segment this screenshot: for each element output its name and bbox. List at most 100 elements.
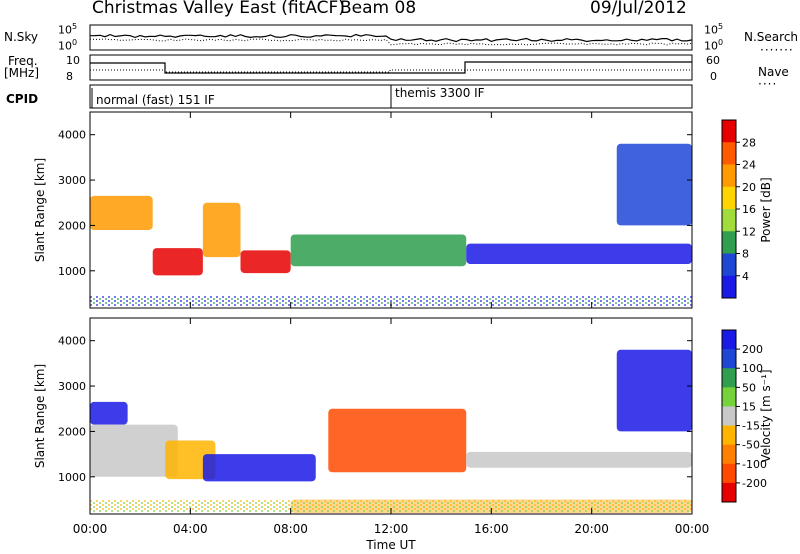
freq-tick-bottom: 8 bbox=[66, 70, 73, 83]
colorbar-tick-label-2: 20 bbox=[742, 181, 756, 194]
y-tick-label-3: 4000 bbox=[58, 335, 86, 348]
y-tick-label-0: 1000 bbox=[58, 471, 86, 484]
colorbar-segment-8 bbox=[722, 482, 736, 503]
velocity-ylabel: Slant Range [km] bbox=[33, 364, 47, 468]
velocity-echo-group bbox=[90, 349, 692, 514]
colorbar-tick-label-1: 100 bbox=[742, 362, 763, 375]
freq-strip-frame bbox=[89, 54, 693, 81]
sky-label: N.Sky bbox=[4, 30, 39, 44]
colorbar-tick-label-6: -100 bbox=[742, 458, 767, 471]
freq-unit: [MHz] bbox=[4, 66, 40, 80]
velocity-x-axis: 00:00 04:00 08:00 12:00 16:00 20:00 00:00 bbox=[73, 318, 710, 536]
sky-trace bbox=[89, 33, 693, 43]
echo-region-0 bbox=[90, 401, 128, 425]
echo-region-6 bbox=[616, 143, 692, 226]
x-tick-label-0: 00:00 bbox=[73, 522, 108, 536]
colorbar-segment-2 bbox=[722, 368, 736, 388]
sky-strip bbox=[89, 24, 693, 51]
power-panel: 1000 2000 3000 4000 bbox=[58, 111, 693, 309]
echo-region-5 bbox=[466, 451, 692, 468]
cpid-strip bbox=[89, 84, 693, 109]
power-colorbar: 28 24 20 16 12 8 4 bbox=[721, 119, 756, 299]
echo-region-6 bbox=[616, 349, 692, 432]
search-trace bbox=[89, 38, 693, 46]
colorbar-segment-5 bbox=[722, 231, 736, 254]
colorbar-segment-7 bbox=[722, 463, 736, 484]
echo-region-4 bbox=[290, 234, 467, 267]
colorbar-segment-6 bbox=[722, 253, 736, 277]
velocity-cbar-label: Velocity [m s⁻¹] bbox=[759, 369, 773, 462]
sky-tick-top-right: 105 bbox=[704, 22, 724, 37]
colorbar-segment-0 bbox=[722, 330, 736, 350]
x-tick-label-5: 20:00 bbox=[574, 522, 609, 536]
nave-label: Nave bbox=[758, 65, 789, 79]
colorbar-tick-label-1: 24 bbox=[742, 159, 756, 172]
x-tick-label-6: 00:00 bbox=[675, 522, 710, 536]
nave-trace bbox=[90, 69, 692, 73]
colorbar-segment-0 bbox=[722, 120, 736, 143]
colorbar-tick-label-3: 16 bbox=[742, 203, 756, 216]
power-x-axis bbox=[89, 112, 693, 308]
colorbar-tick-label-2: 50 bbox=[742, 381, 756, 394]
colorbar-segment-5 bbox=[722, 425, 736, 446]
echo-region-2 bbox=[202, 202, 241, 258]
colorbar-tick-label-4: 12 bbox=[742, 225, 756, 238]
freq-tick-top: 10 bbox=[66, 54, 80, 67]
colorbar-tick-label-5: 8 bbox=[742, 248, 749, 261]
power-panel-bg bbox=[90, 112, 692, 308]
echo-region-5 bbox=[466, 243, 692, 264]
colorbar-tick-label-7: -200 bbox=[742, 477, 767, 490]
echo-region-1 bbox=[90, 424, 178, 477]
colorbar-frame bbox=[721, 329, 737, 503]
y-tick-label-2: 3000 bbox=[58, 174, 86, 187]
colorbar-segment-1 bbox=[722, 142, 736, 165]
echo-region-0 bbox=[90, 195, 153, 230]
freq-trace bbox=[90, 61, 692, 74]
colorbar-segment-4 bbox=[722, 209, 736, 232]
echo-region-3 bbox=[202, 454, 316, 482]
x-axis-label: Time UT bbox=[365, 538, 416, 552]
sky-tick-top: 105 bbox=[58, 22, 78, 37]
colorbar-segment-7 bbox=[722, 275, 736, 299]
echo-region-3 bbox=[240, 250, 291, 274]
y-tick-label-2: 3000 bbox=[58, 380, 86, 393]
search-legend-dots: ······· bbox=[760, 43, 794, 57]
velocity-panel: 1000 2000 3000 4000 00:00 04:00 08:00 12:00 16:… bbox=[58, 317, 710, 536]
cpid-segment-2: themis 3300 IF bbox=[395, 86, 485, 100]
colorbar-tick-label-6: 4 bbox=[742, 270, 749, 283]
colorbar-segment-4 bbox=[722, 406, 736, 427]
colorbar-tick-label-3: 15 bbox=[742, 400, 756, 413]
power-cbar-label: Power [dB] bbox=[759, 177, 773, 242]
colorbar-tick-label-5: -50 bbox=[742, 439, 760, 452]
nave-tick-top: 60 bbox=[706, 54, 720, 67]
x-tick-label-2: 08:00 bbox=[273, 522, 308, 536]
colorbar-segment-3 bbox=[722, 186, 736, 210]
velocity-y-axis: 1000 2000 3000 4000 bbox=[58, 335, 692, 484]
nave-legend-dots: ···· bbox=[758, 77, 778, 91]
cpid-segment-1: normal (fast) 151 IF bbox=[96, 93, 215, 107]
freq-label: Freq. bbox=[8, 54, 38, 68]
colorbar-segment-3 bbox=[722, 387, 736, 407]
velocity-groundscatter bbox=[90, 500, 692, 512]
power-echo-group bbox=[90, 143, 692, 276]
x-tick-label-4: 16:00 bbox=[474, 522, 509, 536]
velocity-colorbar: 200 100 50 15 -15 -50 -100 -200 bbox=[721, 329, 767, 503]
power-y-axis: 1000 2000 3000 4000 bbox=[58, 129, 692, 278]
colorbar-tick-label-0: 200 bbox=[742, 343, 763, 356]
cpid-label: CPID bbox=[6, 92, 39, 106]
nave-tick-bottom: 0 bbox=[710, 70, 717, 83]
y-tick-label-1: 2000 bbox=[58, 425, 86, 438]
y-tick-label-1: 2000 bbox=[58, 219, 86, 232]
colorbar-segment-2 bbox=[722, 164, 736, 188]
power-ylabel: Slant Range [km] bbox=[33, 158, 47, 262]
sky-tick-bottom: 100 bbox=[58, 38, 78, 53]
echo-region-4 bbox=[328, 408, 467, 473]
y-tick-label-3: 4000 bbox=[58, 129, 86, 142]
beam-title: Beam 08 bbox=[340, 0, 417, 18]
power-groundscatter bbox=[90, 296, 692, 306]
echo-region-1 bbox=[152, 248, 203, 276]
colorbar-tick-label-0: 28 bbox=[742, 136, 756, 149]
colorbar-segment-6 bbox=[722, 444, 736, 465]
